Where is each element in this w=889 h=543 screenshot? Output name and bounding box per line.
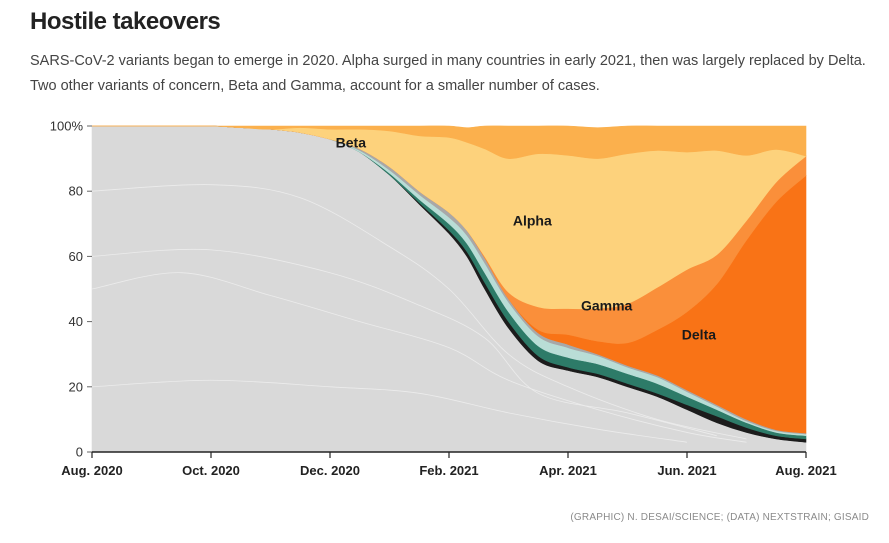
lineage-line bbox=[91, 248, 717, 437]
area-label-delta: Delta bbox=[682, 327, 716, 343]
lineage-line bbox=[91, 184, 747, 440]
x-tick-label: Aug. 2020 bbox=[61, 463, 122, 478]
y-tick-label: 0 bbox=[76, 445, 83, 460]
y-tick-label: 40 bbox=[69, 314, 83, 329]
area-labels: Beta Alpha Gamma Delta bbox=[336, 134, 717, 342]
x-tick-label: Apr. 2021 bbox=[539, 463, 597, 478]
chart-title: Hostile takeovers bbox=[30, 8, 221, 35]
chart-subtitle: SARS-CoV-2 variants began to emerge in 2… bbox=[30, 53, 866, 94]
source-credit: (GRAPHIC) N. DESAI/SCIENCE; (DATA) NEXTS… bbox=[570, 512, 869, 523]
lineage-line bbox=[91, 379, 688, 443]
y-tick-label: 60 bbox=[69, 249, 83, 264]
area-label-alpha: Alpha bbox=[513, 213, 552, 229]
x-axis: Aug. 2020 Oct. 2020 Dec. 2020 Feb. 2021 Apr.… bbox=[61, 451, 837, 478]
y-tick-label: 80 bbox=[69, 184, 83, 199]
lineage-line bbox=[91, 272, 747, 443]
x-tick-label: Jun. 2021 bbox=[657, 463, 716, 478]
area-layer bbox=[91, 125, 807, 453]
area-beta bbox=[92, 125, 807, 159]
y-axis: 0 20 40 60 80 100% bbox=[50, 119, 92, 460]
x-tick-label: Dec. 2020 bbox=[300, 463, 360, 478]
area-label-beta: Beta bbox=[336, 134, 367, 150]
x-tick-label: Oct. 2020 bbox=[182, 463, 240, 478]
x-tick-label: Feb. 2021 bbox=[419, 463, 478, 478]
y-tick-label: 100% bbox=[50, 119, 84, 134]
area-label-gamma: Gamma bbox=[581, 297, 633, 313]
x-tick-label: Aug. 2021 bbox=[775, 463, 836, 478]
y-tick-label: 20 bbox=[69, 379, 83, 394]
